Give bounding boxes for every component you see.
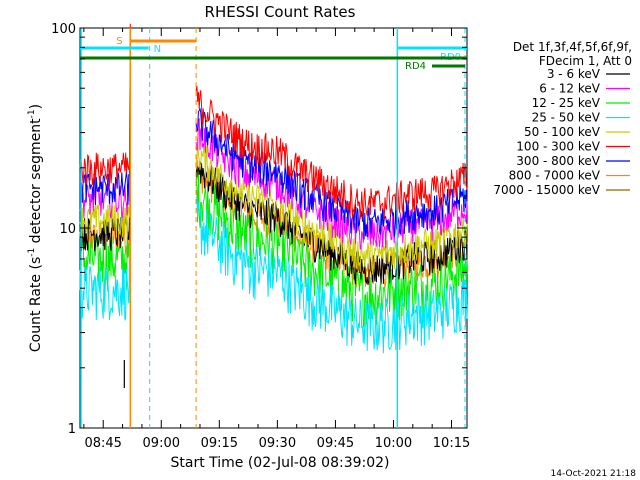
x-axis-label: Start Time (02-Jul-08 08:39:02) xyxy=(170,455,389,471)
legend-label-25-50-kev: 25 - 50 keV xyxy=(532,111,601,125)
y-tick-label: 1 xyxy=(68,422,76,437)
chart-title: RHESSI Count Rates xyxy=(205,3,356,21)
y-tick-label: 10 xyxy=(59,222,76,237)
legend-label-3-6-kev: 3 - 6 keV xyxy=(547,67,601,81)
y-axis-label-mid: detector segment xyxy=(28,118,44,248)
legend-label-800-7000-kev: 800 - 7000 keV xyxy=(509,169,601,183)
flag-label-n: N xyxy=(154,44,161,55)
x-tick-label: 10:15 xyxy=(433,436,470,451)
flag-label-s: S xyxy=(116,36,122,47)
series-line-25-50-kev-part-2 xyxy=(195,196,468,354)
series-line-3-6-kev-part-1 xyxy=(79,96,131,252)
legend-label-6-12-kev: 6 - 12 keV xyxy=(539,82,601,96)
y-axis-label-main: Count Rate (s xyxy=(28,257,44,352)
y-axis-label: Count Rate (s-1 detector segment-1) xyxy=(27,104,44,352)
legend-label-12-25-kev: 12 - 25 keV xyxy=(532,96,601,110)
series-line-300-800-kev-part-1 xyxy=(79,37,131,206)
series-line-300-800-kev-part-2 xyxy=(195,107,468,240)
y-tick-label: 100 xyxy=(51,22,76,37)
series-line-100-300-kev-part-1 xyxy=(79,23,131,187)
x-tick-label: 09:30 xyxy=(259,436,296,451)
x-tick-label: 09:15 xyxy=(201,436,238,451)
legend-label-50-100-kev: 50 - 100 keV xyxy=(524,125,601,139)
marker-layer: SNRD0RD4 xyxy=(80,28,467,428)
series-line-50-100-kev-part-2 xyxy=(195,138,468,275)
x-tick-label: 09:00 xyxy=(143,436,180,451)
flag-label-rd4: RD4 xyxy=(405,61,426,72)
legend-label-300-800-kev: 300 - 800 keV xyxy=(516,154,600,168)
series-line-6-12-kev-part-1 xyxy=(79,38,131,219)
legend-header-line-2: FDecim 1, Att 0 xyxy=(539,54,632,68)
axis-layer: 08:45 09:00 09:15 09:30 09:45 10:00 10:15 1 10 10… xyxy=(51,22,470,451)
generated-timestamp: 14-Oct-2021 21:18 xyxy=(551,469,637,479)
x-tick-label: 10:00 xyxy=(375,436,412,451)
legend-label-7000-15000-kev: 7000 - 15000 keV xyxy=(493,183,600,197)
x-tick-label: 08:45 xyxy=(84,436,121,451)
series-line-100-300-kev-part-2 xyxy=(195,85,468,221)
y-axis-label-sup2: -1 xyxy=(27,109,37,118)
series-line-12-25-kev-part-1 xyxy=(79,111,131,292)
y-axis-label-sup1: -1 xyxy=(27,248,37,257)
legend-header-line-1: Det 1f,3f,4f,5f,6f,9f, xyxy=(513,40,632,54)
y-axis-label-end: ) xyxy=(28,104,44,109)
series-line-25-50-kev-part-1 xyxy=(79,123,131,321)
x-tick-label: 09:45 xyxy=(317,436,354,451)
legend-label-100-300-kev: 100 - 300 keV xyxy=(516,140,600,154)
series-layer xyxy=(79,23,468,354)
